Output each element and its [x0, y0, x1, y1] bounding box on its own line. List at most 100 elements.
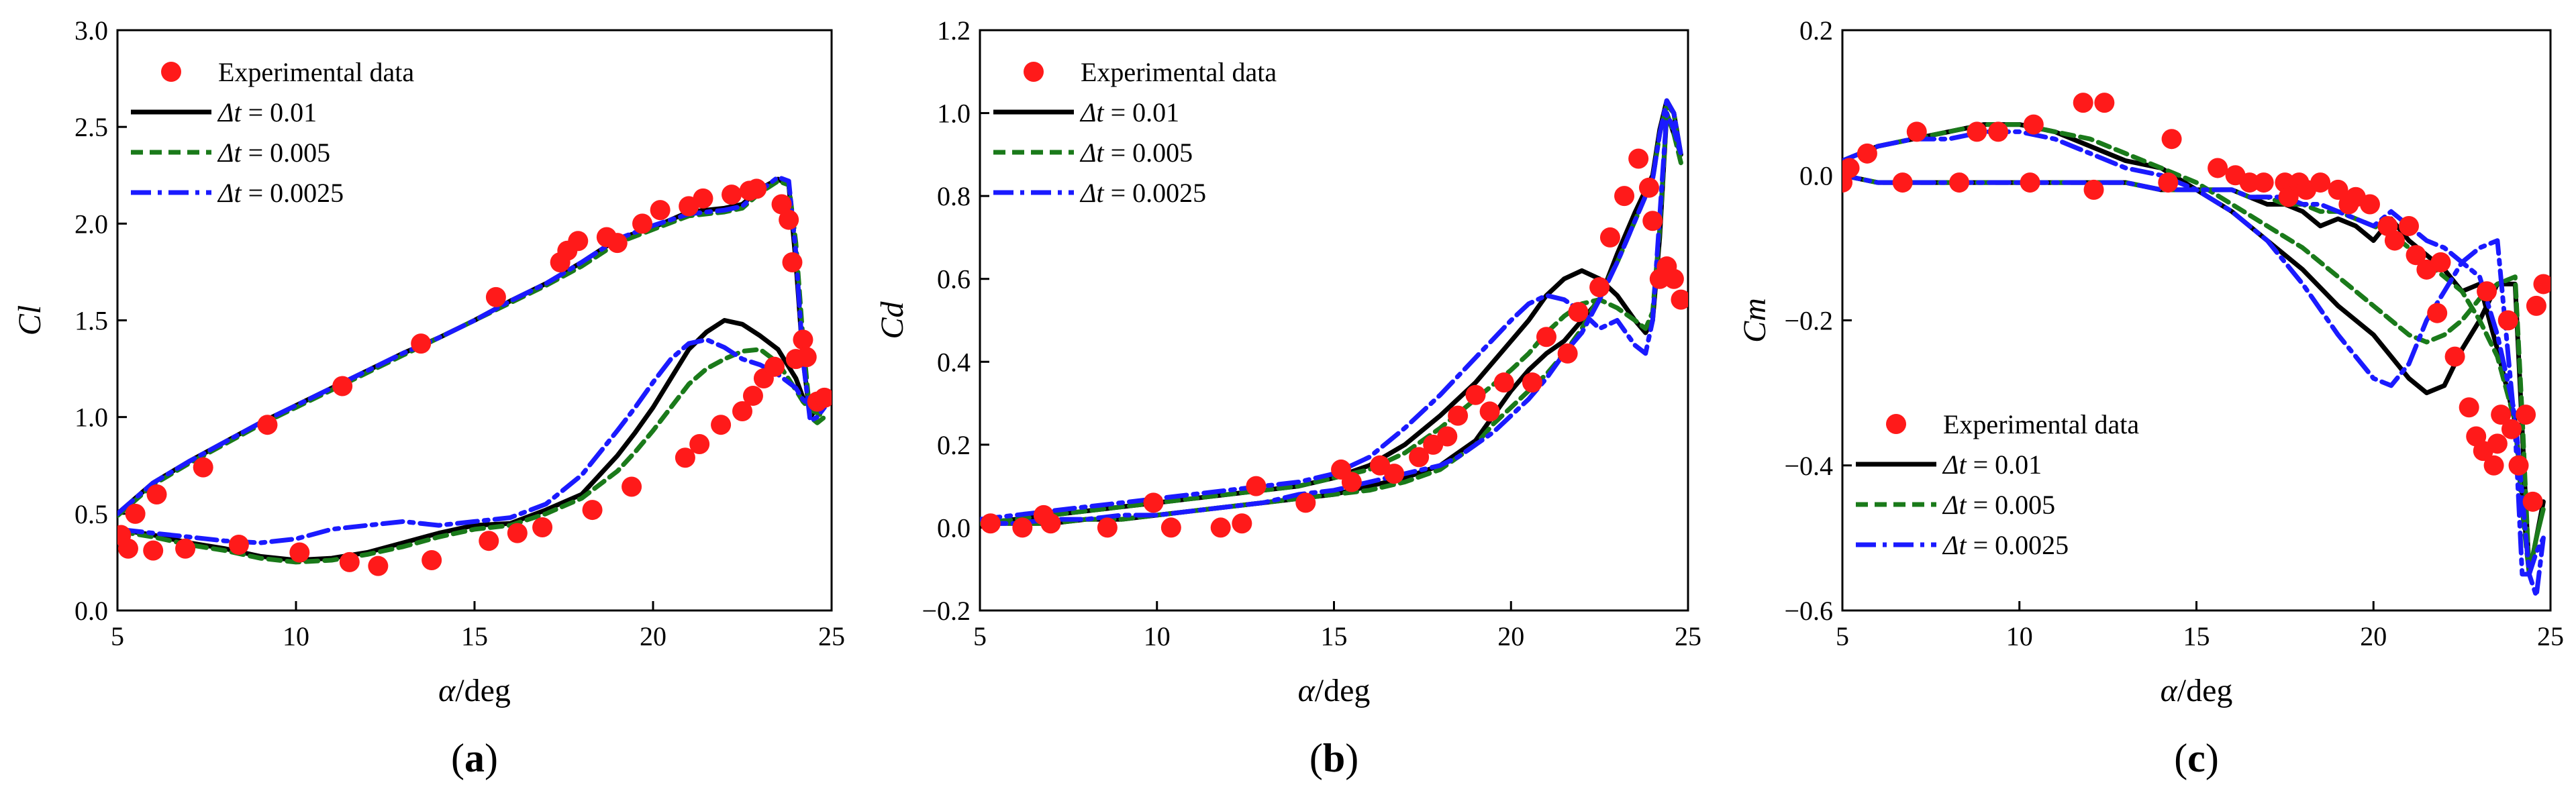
experimental-point	[2477, 281, 2497, 302]
experimental-point	[1536, 327, 1556, 348]
panel-label: (c)	[2174, 736, 2219, 780]
panel-label-open: (	[1309, 736, 1323, 780]
x-tick-label: 25	[2537, 621, 2564, 651]
y-tick-label: 0.0	[75, 596, 108, 626]
experimental-point	[2483, 455, 2504, 476]
experimental-point	[1663, 268, 1684, 289]
experimental-point	[228, 534, 249, 555]
x-axis-label: α/deg	[438, 673, 511, 708]
experimental-point	[1493, 372, 1514, 393]
experimental-point	[2328, 179, 2348, 200]
experimental-point	[117, 538, 138, 559]
legend-value: = 0.01	[242, 97, 317, 127]
experimental-point	[746, 178, 767, 199]
legend-value: = 0.005	[1104, 138, 1193, 168]
experimental-point	[257, 415, 278, 435]
experimental-point	[582, 500, 603, 521]
experimental-point	[2444, 346, 2465, 367]
experimental-point	[1949, 172, 1970, 193]
experimental-point	[2094, 93, 2115, 113]
panel-label-close: )	[485, 736, 498, 780]
y-axis-label: Cm	[1737, 298, 1773, 343]
experimental-point	[1210, 517, 1231, 538]
experimental-point	[2516, 405, 2536, 425]
experimental-point	[693, 188, 713, 209]
experimental-point	[479, 531, 499, 551]
legend-symbol: Δt	[217, 178, 242, 208]
legend-value: = 0.01	[1104, 97, 1180, 127]
experimental-point	[1856, 143, 1877, 164]
experimental-point	[732, 401, 752, 422]
experimental-point	[1988, 121, 2009, 142]
panel-c: 5 10 15 20 25 −0.6 −0.4 −0.2 0.0 0.2 α/deg Cm (c) Exp…	[1737, 15, 2564, 780]
experimental-point	[2430, 252, 2451, 272]
experimental-point	[742, 385, 763, 406]
experimental-point	[796, 347, 817, 368]
legend-value: = 0.0025	[1104, 178, 1207, 208]
experimental-point	[1522, 372, 1542, 393]
y-tick-label: 1.0	[75, 403, 108, 433]
y-axis-label: Cd	[875, 301, 910, 339]
panel-label-open: (	[451, 736, 464, 780]
legend-symbol: Δt	[1942, 530, 1967, 560]
legend-label-dt-0-005: Δt = 0.005	[1079, 138, 1193, 168]
experimental-point	[2487, 433, 2508, 454]
legend-symbol: Δt	[217, 138, 242, 168]
legend-label-experimental: Experimental data	[1943, 409, 2139, 439]
experimental-point	[146, 484, 167, 504]
x-tick-label: 20	[2360, 621, 2387, 651]
x-axis-label: α/deg	[2161, 673, 2233, 708]
experimental-point	[1384, 464, 1405, 484]
panel-label-close: )	[2206, 736, 2219, 780]
x-tick-label: 10	[2006, 621, 2033, 651]
y-tick-label: 2.5	[75, 112, 108, 142]
panel-label-letter: c	[2187, 736, 2206, 780]
experimental-point	[2501, 419, 2522, 439]
experimental-point	[125, 503, 146, 524]
legend-label-dt-0-005: Δt = 0.005	[217, 138, 330, 168]
y-tick-label: 0.2	[1799, 15, 1833, 46]
legend-symbol: Δt	[1079, 178, 1104, 208]
experimental-point	[1638, 177, 1659, 198]
x-tick-label: 15	[1321, 621, 1348, 651]
x-axis-unit: /deg	[1315, 673, 1371, 708]
experimental-point	[2083, 179, 2104, 200]
experimental-point	[650, 200, 671, 221]
experimental-point	[689, 434, 710, 455]
experimental-point	[2508, 455, 2529, 476]
legend-label-dt-0-005: Δt = 0.005	[1942, 490, 2055, 520]
experimental-point	[2459, 397, 2479, 418]
y-tick-label: 0.4	[937, 347, 971, 377]
experimental-point	[632, 213, 653, 234]
experimental-point	[507, 523, 528, 543]
experimental-point	[2253, 172, 2274, 193]
experimental-point	[193, 457, 213, 478]
y-tick-label: 0.0	[937, 513, 971, 543]
experimental-point	[1409, 447, 1430, 468]
legend-marker-experimental	[161, 62, 181, 82]
legend-symbol: Δt	[1079, 138, 1104, 168]
experimental-point	[1479, 401, 1500, 422]
x-axis-label: α/deg	[1298, 673, 1371, 708]
experimental-point	[2239, 172, 2260, 193]
experimental-point	[1232, 513, 1252, 534]
experimental-point	[1892, 172, 1913, 193]
panel-label: (b)	[1309, 736, 1358, 780]
legend-label-dt-0-0025: Δt = 0.0025	[1942, 530, 2069, 560]
legend-symbol: Δt	[1942, 490, 1967, 520]
y-tick-label: 0.0	[1799, 160, 1833, 191]
legend-marker-experimental	[1886, 414, 1906, 434]
x-axis-unit: /deg	[455, 673, 511, 708]
experimental-point	[2522, 491, 2543, 512]
experimental-point	[2020, 172, 2040, 193]
panel-a: 5 10 15 20 25 0.0 0.5 1.0 1.5 2.0 2.5 3.0 α/deg Cl (a)…	[12, 15, 845, 780]
x-tick-label: 15	[461, 621, 488, 651]
experimental-point	[1097, 517, 1118, 538]
experimental-point	[779, 209, 799, 230]
legend-value: = 0.0025	[242, 178, 344, 208]
experimental-point	[2526, 295, 2546, 316]
experimental-point	[1589, 277, 1610, 298]
experimental-point	[2158, 172, 2179, 193]
plot-area	[1842, 93, 2550, 598]
